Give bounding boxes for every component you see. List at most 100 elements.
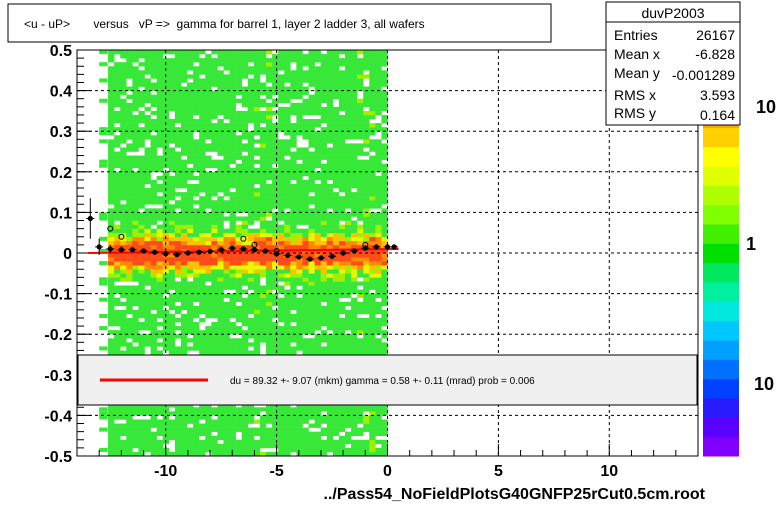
heatmap-cell (241, 192, 249, 197)
heatmap-cell (156, 82, 164, 87)
heatmap-cell (187, 188, 194, 193)
heatmap-cell (211, 265, 218, 270)
heatmap-cell (229, 147, 236, 152)
heatmap-cell (162, 171, 170, 177)
heatmap-cell (241, 155, 249, 160)
heatmap-cell (126, 102, 133, 108)
heatmap-cell (284, 78, 291, 83)
heatmap-cell (278, 58, 285, 63)
heatmap-cell (332, 224, 340, 229)
heatmap-cell (253, 123, 261, 128)
heatmap-cell (217, 261, 224, 266)
heatmap-cell (162, 244, 170, 250)
heatmap-cell (375, 439, 382, 445)
heatmap-cell (332, 232, 340, 238)
heatmap-cell (320, 127, 328, 132)
heatmap-cell (144, 50, 151, 55)
heatmap-cell (174, 155, 182, 160)
heatmap-cell (108, 443, 115, 449)
heatmap-cell (120, 66, 127, 71)
heatmap-cell (199, 447, 206, 453)
heatmap-cell (272, 200, 279, 205)
heatmap-cell (132, 208, 139, 213)
heatmap-cell (235, 419, 242, 424)
heatmap-cell (156, 110, 164, 116)
heatmap-cell (332, 167, 340, 173)
heatmap-cell (284, 192, 291, 197)
heatmap-cell (320, 62, 328, 67)
heatmap-cell (108, 297, 115, 303)
heatmap-cell (369, 317, 376, 323)
heatmap-cell (357, 293, 364, 298)
heatmap-cell (114, 269, 121, 274)
heatmap-cell (296, 297, 303, 303)
heatmap-cell (284, 224, 291, 229)
heatmap-cell (126, 74, 133, 79)
heatmap-cell (308, 167, 315, 173)
heatmap-cell (296, 188, 303, 193)
heatmap-cell (344, 102, 352, 108)
profile-point (229, 245, 235, 251)
heatmap-cell (320, 265, 328, 270)
heatmap-cell (211, 273, 218, 278)
heatmap-cell (247, 415, 255, 420)
heatmap-cell (217, 240, 224, 246)
heatmap-cell (314, 143, 321, 148)
heatmap-cell (320, 253, 328, 258)
heatmap-cell (296, 62, 303, 67)
heatmap-cell (296, 167, 303, 173)
heatmap-cell (351, 220, 358, 225)
heatmap-cell (332, 50, 340, 55)
heatmap-cell (168, 50, 176, 55)
heatmap-cell (247, 220, 255, 225)
heatmap-cell (344, 110, 352, 116)
heatmap-cell (253, 322, 261, 327)
heatmap-cell (344, 244, 352, 250)
heatmap-cell (266, 188, 273, 193)
heatmap-cell (174, 236, 182, 242)
heatmap-cell (284, 175, 291, 181)
heatmap-cell (150, 350, 157, 355)
heatmap-cell (320, 248, 328, 254)
heatmap-cell (272, 334, 279, 339)
heatmap-cell (187, 326, 194, 331)
heatmap-cell (180, 74, 188, 79)
heatmap-cell (290, 131, 297, 136)
heatmap-cell (290, 281, 297, 286)
heatmap-cell (235, 216, 242, 221)
heatmap-cell (247, 179, 255, 185)
heatmap-cell (332, 248, 340, 254)
heatmap-cell (320, 407, 328, 412)
heatmap-cell (259, 240, 267, 246)
heatmap-cell (259, 66, 267, 71)
heatmap-cell (223, 281, 230, 286)
heatmap-cell (187, 74, 194, 79)
heatmap-cell (259, 338, 267, 343)
heatmap-cell (168, 216, 176, 221)
heatmap-cell (290, 58, 297, 63)
heatmap-cell (332, 58, 340, 63)
heatmap-cell (241, 334, 249, 339)
heatmap-cell (326, 86, 334, 91)
heatmap-cell (326, 90, 334, 95)
heatmap-cell (332, 54, 340, 59)
heatmap-cell (211, 285, 218, 290)
heatmap-cell (114, 261, 121, 266)
heatmap-cell (241, 143, 249, 148)
heatmap-cell (332, 183, 340, 189)
heatmap-cell (278, 342, 285, 347)
heatmap-cell (253, 317, 261, 323)
stats-label-mean-y: Mean y (614, 65, 660, 81)
heatmap-cell (314, 248, 321, 254)
heatmap-cell (308, 82, 315, 87)
heatmap-cell (363, 200, 370, 205)
heatmap-cell (381, 257, 388, 262)
heatmap-cell (187, 281, 194, 286)
heatmap-cell (108, 155, 115, 160)
heatmap-cell (278, 407, 285, 412)
heatmap-cell (375, 293, 382, 298)
heatmap-cell (156, 114, 164, 120)
heatmap-cell (290, 419, 297, 424)
heatmap-cell (199, 439, 206, 445)
heatmap-cell (284, 330, 291, 335)
